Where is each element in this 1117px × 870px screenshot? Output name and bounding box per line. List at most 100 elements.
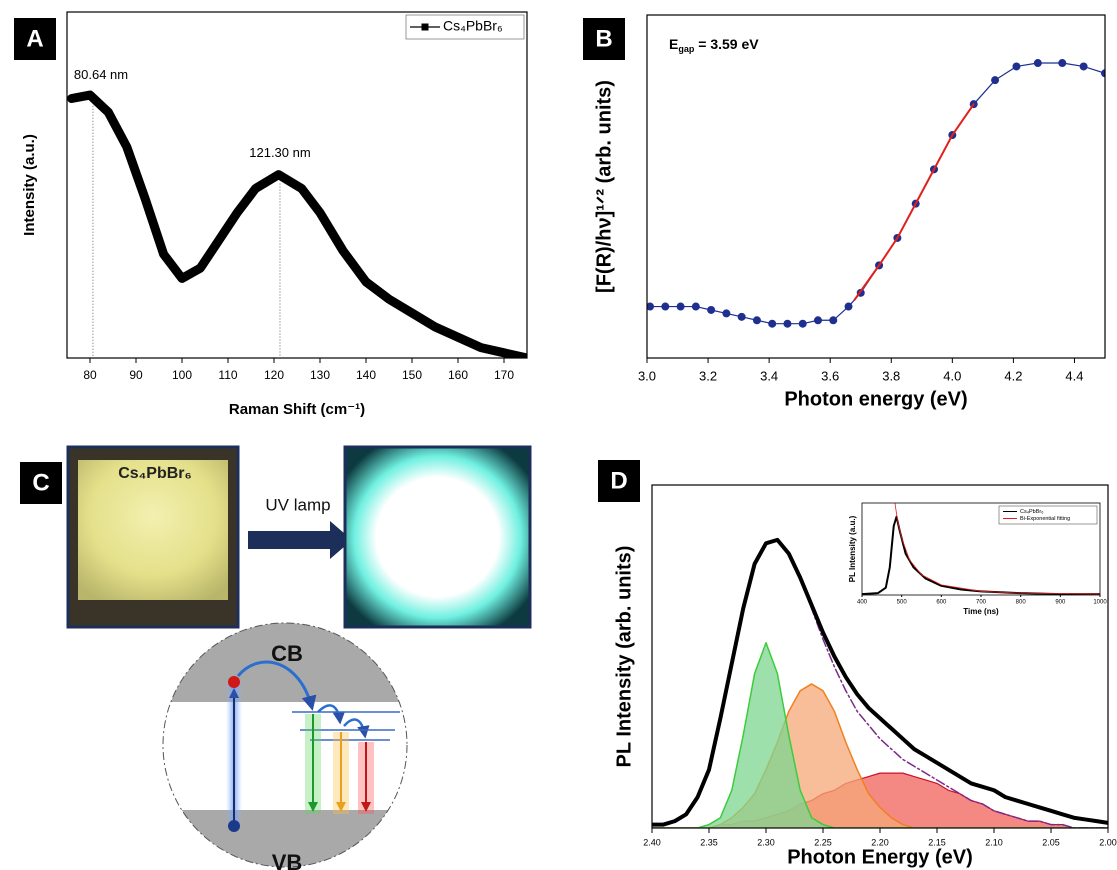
annotation: 121.30 nm: [249, 145, 310, 160]
chart: Egap = 3.59 eV 3.0 3.2 3.4 3.6 3.8 4.0 4.2 4.4 Ph…: [593, 14, 1106, 410]
panel-label: A: [26, 25, 43, 52]
x-tick-label: 2.10: [985, 837, 1003, 847]
x-tick-label: 2.15: [928, 837, 946, 847]
point: [798, 319, 807, 328]
point: [722, 309, 731, 318]
x-tick-label: 2.35: [700, 837, 718, 847]
x-tick-label: 80: [83, 368, 97, 382]
x-tick-label: 3.2: [699, 368, 717, 383]
vb-label: VB: [272, 850, 303, 870]
point: [1101, 69, 1105, 78]
x-tick-label: 2.20: [871, 837, 889, 847]
point: [991, 76, 1000, 85]
annotation: Egap = 3.59 eV: [669, 36, 759, 55]
point: [1033, 59, 1042, 68]
x-tick-label: 120: [264, 368, 284, 382]
line: [853, 103, 975, 301]
y-axis-label: PL Intensity (arb. units): [613, 546, 635, 768]
point: [1012, 62, 1021, 71]
point: [676, 302, 685, 311]
x-tick-label: 100: [172, 368, 192, 382]
panel-label: D: [610, 467, 627, 494]
x-tick-label: 4.0: [943, 368, 961, 383]
chart: 2.40 2.35 2.30 2.25 2.20 2.15 2.10 2.05 2.00 Phot…: [613, 484, 1117, 868]
point: [691, 302, 700, 311]
x-tick-label: 500: [897, 600, 908, 606]
point: [661, 302, 670, 311]
plot-area: [67, 90, 527, 358]
x-axis-label: Photon energy (eV): [784, 388, 967, 410]
y-axis-label: Intensity (a.u.): [21, 134, 38, 236]
panel-label-box: [583, 18, 625, 60]
panel-c: Cs₄PbBr₆ UV lamp CB VB: [66, 445, 532, 870]
panel-label-box: [598, 460, 640, 502]
x-tick-label: 150: [402, 368, 422, 382]
chart: 80.64 nm 121.30 nm 80 90 100 110 120 130 140 150 1…: [21, 11, 528, 418]
relaxation-arrow: [343, 718, 370, 739]
x-tick-label: 160: [448, 368, 468, 382]
x-tick-label: 4.4: [1065, 368, 1083, 383]
x-tick-label: 800: [1016, 600, 1027, 606]
x-tick-label: 1000: [1093, 600, 1107, 606]
emission-photo: [343, 445, 532, 629]
annotation: 80.64 nm: [74, 67, 128, 82]
x-axis-label: Time (ns): [963, 607, 999, 616]
electron: [228, 676, 240, 688]
y-axis-label: [F(R)/hν]¹ᐟ² (arb. units): [593, 80, 615, 293]
x-tick-label: 600: [936, 600, 947, 606]
x-tick-label: 90: [129, 368, 143, 382]
point: [829, 316, 838, 325]
legend-label: Cs₄PbBr₆: [1020, 509, 1043, 515]
x-tick-label: 170: [494, 368, 514, 382]
relaxation-arrow: [317, 704, 346, 725]
x-tick-label: 130: [310, 368, 330, 382]
line: [894, 503, 1100, 595]
point: [1079, 62, 1088, 71]
plot-area: [652, 537, 1108, 828]
x-tick-label: 3.4: [760, 368, 778, 383]
point: [647, 302, 655, 311]
diagram-outline: [162, 622, 408, 868]
x-tick-label: 3.8: [882, 368, 900, 383]
x-tick-label: 3.0: [638, 368, 656, 383]
point: [752, 316, 761, 325]
panel-label: C: [32, 469, 49, 496]
relaxation-arrow: [236, 660, 317, 711]
legend-label: Bi-Exponential fitting: [1020, 516, 1070, 522]
x-axis-label: Photon Energy (eV): [787, 846, 973, 868]
line: [652, 537, 1108, 827]
x-tick-label: 2.30: [757, 837, 775, 847]
plot-area: [862, 503, 1100, 595]
line: [67, 90, 527, 358]
x-tick-label: 4.2: [1004, 368, 1022, 383]
x-tick-label: 400: [857, 600, 868, 606]
point: [737, 312, 746, 321]
panel-label: B: [595, 25, 612, 52]
line: [649, 62, 1105, 325]
point: [783, 319, 792, 328]
legend-box: [998, 505, 1098, 525]
arrow-label: UV lamp: [265, 495, 330, 514]
point: [813, 316, 822, 325]
x-tick-label: 2.00: [1099, 837, 1117, 847]
x-tick-label: 2.05: [1042, 837, 1060, 847]
x-tick-label: 110: [218, 368, 237, 382]
sample-film: [78, 460, 228, 600]
x-tick-label: 2.25: [814, 837, 832, 847]
hole: [228, 820, 240, 832]
panel-label-box: [14, 18, 56, 60]
plot-area: [647, 59, 1105, 328]
panel-label-box: [20, 462, 62, 504]
sample-label: Cs₄PbBr₆: [118, 465, 192, 482]
annotation-part: = 3.59 eV: [694, 36, 759, 52]
legend-label: Cs₄PbBr₆: [443, 18, 503, 34]
chart: 400 500 600 700 800 900 1000 Time (ns) PL Intens…: [848, 502, 1107, 616]
x-tick-label: 3.6: [821, 368, 839, 383]
x-axis-label: Raman Shift (cm⁻¹): [229, 401, 365, 418]
x-tick-label: 900: [1055, 600, 1066, 606]
point: [1058, 59, 1067, 68]
plot-frame: [66, 11, 528, 359]
point: [707, 305, 716, 314]
plot-frame: [646, 14, 1106, 359]
